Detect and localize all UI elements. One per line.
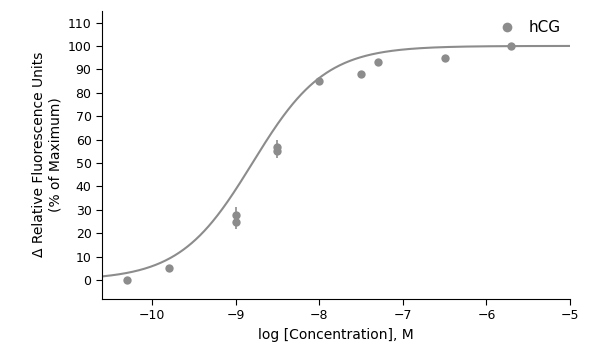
X-axis label: log [Concentration], M: log [Concentration], M	[258, 328, 414, 342]
Y-axis label: Δ Relative Fluorescence Units
(% of Maximum): Δ Relative Fluorescence Units (% of Maxi…	[32, 52, 62, 257]
Legend: hCG: hCG	[486, 14, 567, 41]
